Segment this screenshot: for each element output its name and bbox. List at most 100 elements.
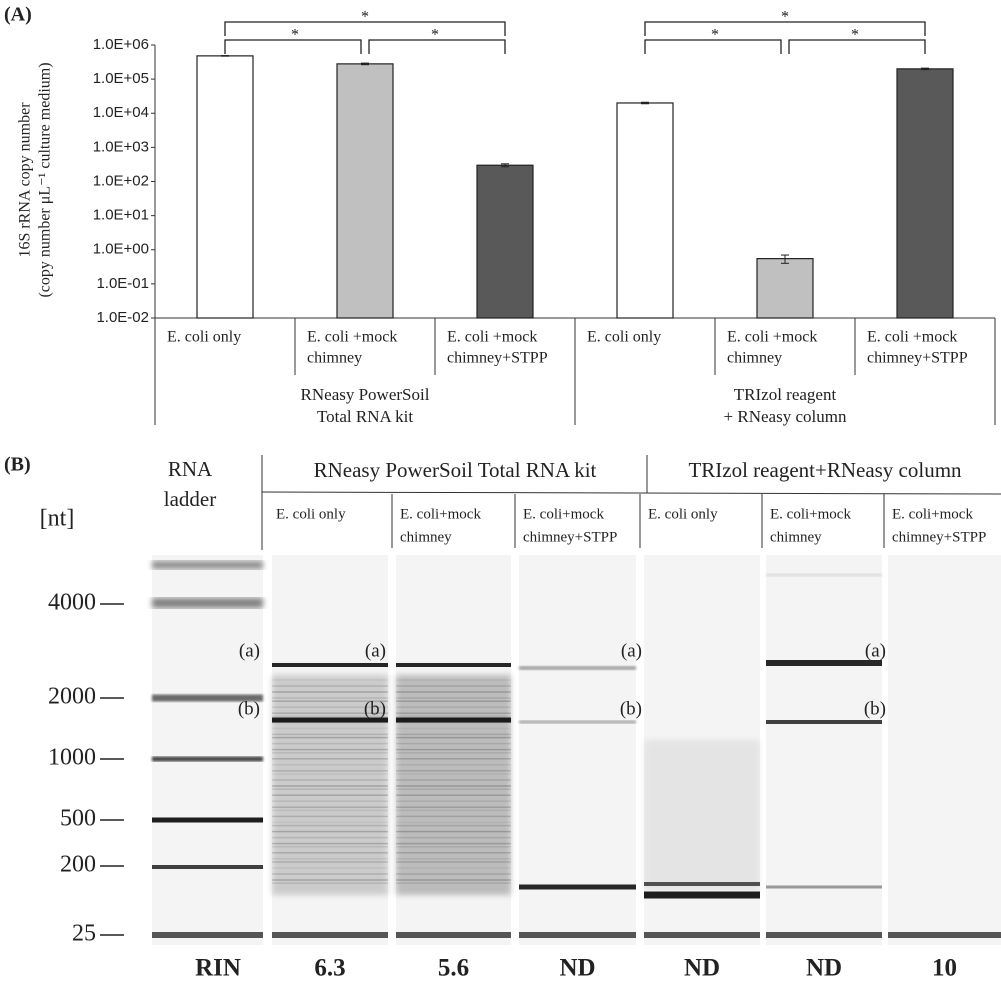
gel-band: [396, 734, 511, 736]
gel-band: [272, 743, 388, 745]
rin-value: 10: [932, 955, 957, 982]
x-tick-label: chimney+STPP: [447, 350, 548, 367]
gel-band: [396, 749, 511, 751]
gel-band: [272, 691, 388, 693]
gel-band: [272, 737, 388, 739]
gel-band: [396, 932, 511, 938]
significance-label: *: [851, 27, 859, 44]
gel-band: [272, 734, 388, 736]
y-tick-label: 1.0E+05: [93, 70, 149, 87]
gel-band: [272, 873, 388, 875]
gel-band: [396, 663, 511, 667]
y-tick-label: 1.0E-01: [96, 275, 149, 292]
x-tick-label: E. coli only: [587, 329, 661, 346]
y-tick-label: 1.0E-02: [96, 309, 149, 326]
lane-label: E. coli+mock: [523, 506, 604, 522]
gel-band: [396, 861, 511, 863]
band-label: (b): [864, 698, 886, 719]
gel-band: [396, 822, 511, 824]
gel-band: [396, 773, 511, 775]
bar: [337, 64, 393, 318]
significance-label: *: [291, 27, 299, 44]
gel-band: [396, 685, 511, 687]
size-marker: 200: [60, 852, 96, 878]
size-marker: 1000: [48, 745, 96, 771]
size-marker: 2000: [48, 684, 96, 710]
y-tick-label: 1.0E+01: [93, 207, 149, 224]
bar: [897, 69, 953, 318]
gel-band: [644, 932, 760, 938]
gel-band: [272, 770, 388, 772]
gel-band: [272, 932, 388, 938]
rin-label: RIN: [195, 955, 241, 982]
x-tick-label: E. coli +mock: [307, 329, 397, 346]
rin-value: 5.6: [438, 955, 469, 982]
gel-band: [766, 886, 882, 889]
gel-band: [272, 794, 388, 796]
gel-band: [396, 679, 511, 681]
unit-label: [nt]: [40, 506, 75, 532]
significance-label: *: [431, 27, 439, 44]
gel-band: [272, 879, 388, 881]
gel-band: [272, 837, 388, 839]
gel-band: [396, 779, 511, 781]
gel-band: [272, 752, 388, 754]
gel-band: [152, 561, 263, 569]
panel-label: (A): [4, 4, 32, 26]
gel-lane: [152, 555, 263, 945]
rin-value: ND: [806, 955, 842, 982]
gel-band: [272, 779, 388, 781]
rin-value: 6.3: [314, 955, 345, 982]
gel-band: [396, 700, 511, 702]
lane-label: chimney+STPP: [523, 529, 617, 545]
gel-band: [396, 770, 511, 772]
band-label: (a): [239, 640, 260, 661]
size-marker: 25: [72, 921, 96, 947]
gel-band: [644, 892, 760, 899]
bar: [197, 56, 253, 318]
ladder-label: RNA: [168, 457, 213, 481]
gel-band: [272, 846, 388, 848]
bar: [617, 103, 673, 318]
gel-band: [396, 858, 511, 860]
gel-band: [396, 764, 511, 766]
gel-band: [519, 666, 636, 670]
band-label: (b): [620, 698, 642, 719]
gel-band: [766, 720, 882, 724]
figure: (A) (B) 16S rRNA copy number(copy number…: [0, 0, 1001, 985]
band-label: (b): [364, 698, 386, 719]
gel-band: [152, 865, 263, 869]
gel-band: [272, 679, 388, 681]
gel-band: [519, 932, 636, 938]
gel-band: [396, 806, 511, 808]
gel-smear: [644, 740, 760, 890]
x-tick-label: E. coli +mock: [727, 329, 817, 346]
x-tick-label: E. coli only: [167, 329, 241, 346]
significance-label: *: [781, 9, 789, 26]
gel-band: [272, 852, 388, 854]
band-label: (a): [365, 640, 386, 661]
gel-band: [272, 831, 388, 833]
gel-band: [396, 788, 511, 790]
gel-band: [396, 867, 511, 869]
gel-band: [396, 816, 511, 818]
y-tick-label: 1.0E+04: [93, 104, 149, 121]
gel-band: [644, 882, 760, 886]
gel-band: [396, 846, 511, 848]
gel-lane: [888, 555, 1001, 945]
bar: [477, 165, 533, 318]
gel-band: [272, 685, 388, 687]
gel-band: [272, 788, 388, 790]
size-marker: 500: [60, 806, 96, 832]
gel-band: [272, 773, 388, 775]
gel-band: [272, 806, 388, 808]
significance-label: *: [711, 27, 719, 44]
group-label: RNeasy PowerSoil: [301, 385, 430, 404]
gel-band: [519, 885, 636, 890]
significance-label: *: [361, 9, 369, 26]
gel-band: [272, 858, 388, 860]
gel-band: [766, 932, 882, 938]
y-tick-label: 1.0E+02: [93, 172, 149, 189]
gel-band: [272, 822, 388, 824]
gel-band: [396, 712, 511, 714]
